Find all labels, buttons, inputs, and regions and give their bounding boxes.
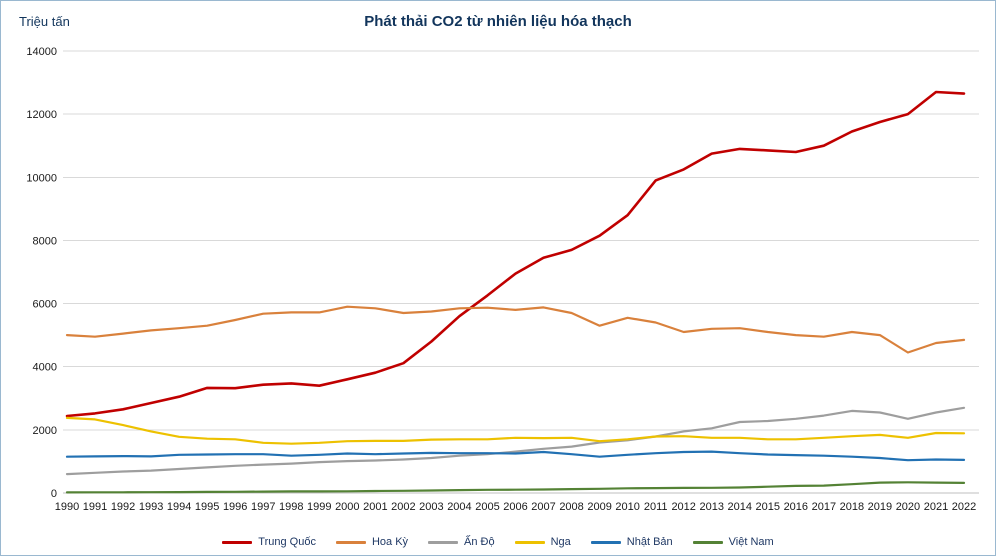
x-tick-label: 2019: [868, 501, 892, 513]
x-tick-label: 2018: [840, 501, 864, 513]
x-tick-label: 2003: [419, 501, 443, 513]
legend-line-swatch: [692, 540, 723, 544]
x-tick-label: 2000: [335, 501, 359, 513]
y-tick-label: 10000: [26, 172, 57, 184]
x-tick-label: 2016: [784, 501, 808, 513]
y-tick-label: 0: [51, 488, 57, 500]
y-tick-label: 4000: [33, 362, 57, 374]
series-line: [65, 406, 966, 476]
legend-item: Nga: [514, 536, 571, 548]
legend-item: Việt Nam: [692, 536, 774, 548]
legend-item: Hoa Kỳ: [335, 536, 409, 548]
legend-item: Nhật Bản: [590, 536, 673, 548]
x-tick-label: 2001: [363, 501, 387, 513]
x-tick-label: 2006: [503, 501, 527, 513]
x-tick-label: 2010: [615, 501, 639, 513]
legend-label: Hoa Kỳ: [371, 536, 409, 548]
x-tick-label: 2013: [699, 501, 723, 513]
x-tick-label: 1998: [279, 501, 303, 513]
y-tick-label: 12000: [26, 109, 57, 121]
series-line: [65, 450, 966, 462]
x-tick-label: 1999: [307, 501, 331, 513]
x-tick-label: 2009: [587, 501, 611, 513]
y-tick-label: 6000: [33, 299, 57, 311]
x-tick-label: 2002: [391, 501, 415, 513]
x-tick-label: 2021: [924, 501, 948, 513]
legend-line-swatch: [590, 540, 621, 544]
legend-line-swatch: [514, 540, 545, 544]
y-tick-label: 2000: [33, 425, 57, 437]
legend-label: Nga: [550, 536, 571, 548]
legend-label: Nhật Bản: [626, 536, 673, 548]
legend: Trung Quốc Hoa Kỳ Ấn Độ Nga Nhật Bản Việt Nam: [1, 536, 995, 548]
x-tick-label: 2020: [896, 501, 920, 513]
x-tick-label: 2012: [671, 501, 695, 513]
legend-item: Ấn Độ: [428, 536, 495, 548]
x-tick-label: 2007: [531, 501, 555, 513]
x-tick-label: 2008: [559, 501, 583, 513]
legend-line-swatch: [428, 540, 459, 544]
x-tick-label: 1991: [83, 501, 107, 513]
chart-title: Phát thải CO2 từ nhiên liệu hóa thạch: [364, 13, 632, 30]
x-tick-label: 1997: [251, 501, 275, 513]
series-line: [65, 416, 966, 445]
y-tick-label: 14000: [26, 46, 57, 58]
legend-label: Ấn Độ: [464, 536, 495, 548]
legend-item: Trung Quốc: [222, 536, 316, 548]
series-line: [65, 481, 966, 494]
x-tick-label: 2011: [644, 501, 668, 513]
x-tick-label: 2004: [447, 501, 471, 513]
legend-label: Việt Nam: [728, 536, 774, 548]
x-tick-label: 2015: [756, 501, 780, 513]
x-tick-label: 2014: [728, 501, 752, 513]
x-tick-label: 2017: [812, 501, 836, 513]
x-tick-label: 1994: [167, 501, 191, 513]
x-tick-label: 1996: [223, 501, 247, 513]
legend-line-swatch: [222, 540, 253, 544]
series-line: [65, 90, 966, 418]
y-tick-label: 8000: [33, 235, 57, 247]
y-axis-unit-label: Triệu tấn: [19, 14, 70, 29]
x-tick-label: 1995: [195, 501, 219, 513]
x-tick-label: 2005: [475, 501, 499, 513]
series-line: [65, 305, 966, 354]
x-tick-label: 1993: [139, 501, 163, 513]
legend-label: Trung Quốc: [258, 536, 316, 548]
legend-line-swatch: [335, 540, 366, 544]
x-tick-label: 2022: [952, 501, 976, 513]
x-tick-label: 1992: [111, 501, 135, 513]
x-tick-label: 1990: [55, 501, 79, 513]
